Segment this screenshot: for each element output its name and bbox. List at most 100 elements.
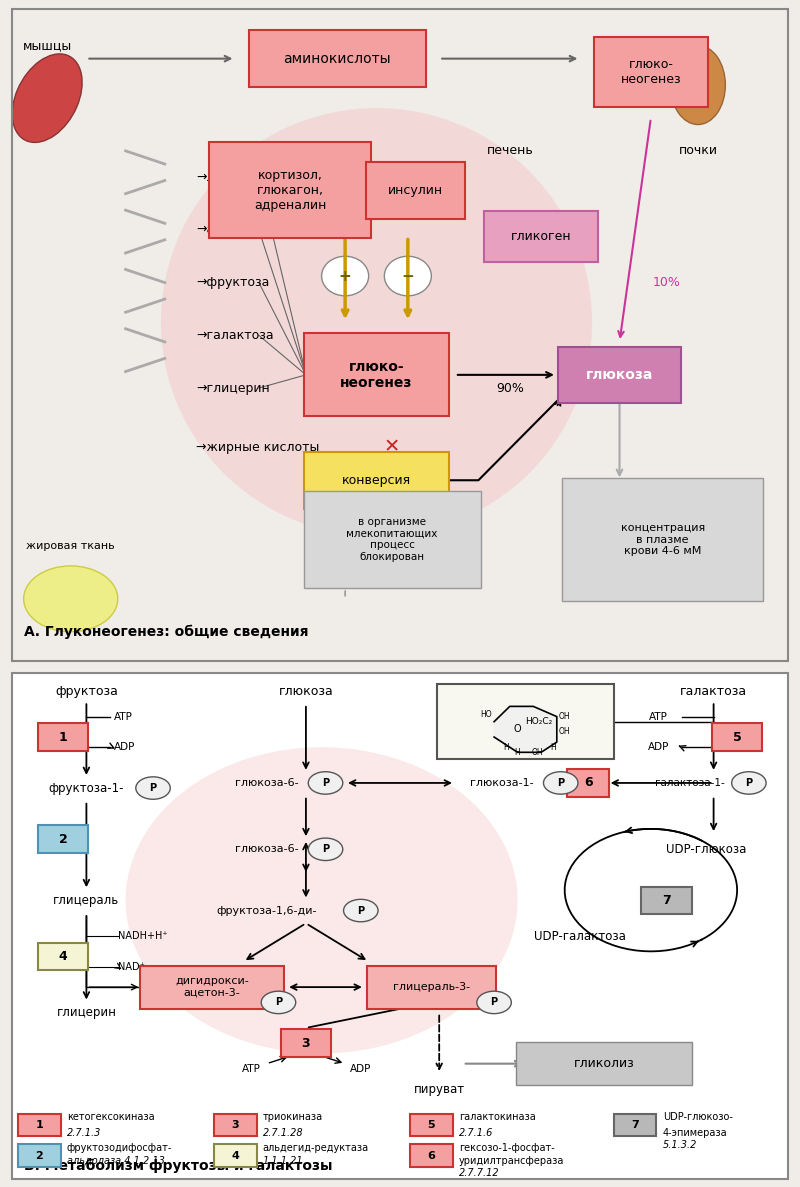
Text: P: P [557, 777, 564, 788]
FancyBboxPatch shape [484, 211, 598, 261]
Text: глюкоза: глюкоза [278, 685, 334, 698]
Text: 4: 4 [58, 950, 67, 963]
Text: фруктоза-1,6-ди-: фруктоза-1,6-ди- [217, 906, 317, 915]
Text: галактоза-1-: галактоза-1- [655, 777, 725, 788]
FancyBboxPatch shape [38, 723, 88, 751]
Text: 7: 7 [662, 894, 671, 907]
Text: гликолиз: гликолиз [574, 1058, 634, 1071]
Text: −: − [402, 268, 414, 284]
Ellipse shape [161, 108, 592, 537]
Text: гликолиз: гликолиз [574, 1058, 634, 1071]
FancyBboxPatch shape [249, 31, 426, 87]
FancyBboxPatch shape [210, 142, 371, 239]
FancyBboxPatch shape [562, 478, 763, 601]
Text: дигидрокси-
ацетон-3-: дигидрокси- ацетон-3- [175, 977, 249, 998]
Text: P: P [746, 777, 753, 788]
FancyBboxPatch shape [12, 673, 788, 1179]
Text: NADH+H⁺: NADH+H⁺ [118, 931, 167, 941]
Text: →лактат: →лактат [196, 171, 253, 184]
Text: конверсия: конверсия [342, 474, 411, 487]
FancyBboxPatch shape [366, 163, 465, 218]
Text: HO: HO [481, 710, 492, 718]
Text: ADP: ADP [114, 742, 135, 753]
FancyBboxPatch shape [18, 1113, 61, 1136]
Circle shape [308, 838, 342, 861]
Text: кетогексокиназа: кетогексокиназа [67, 1112, 154, 1122]
Text: ATP: ATP [242, 1064, 261, 1074]
Ellipse shape [24, 566, 118, 631]
Text: мышцы: мышцы [22, 39, 72, 52]
Text: глицерин: глицерин [57, 1007, 116, 1020]
Text: кортизол,
глюкагон,
адреналин: кортизол, глюкагон, адреналин [254, 169, 326, 212]
Text: 3: 3 [231, 1119, 239, 1130]
FancyBboxPatch shape [558, 347, 681, 404]
Text: 2.7.1.28: 2.7.1.28 [262, 1128, 303, 1137]
Text: почки: почки [678, 145, 718, 158]
FancyBboxPatch shape [614, 1113, 656, 1136]
Text: жировая ткань: жировая ткань [26, 541, 115, 551]
Text: ATP: ATP [114, 711, 133, 722]
Text: 2: 2 [58, 832, 67, 845]
Text: 90%: 90% [496, 381, 524, 394]
Polygon shape [494, 706, 557, 753]
Text: печень: печень [486, 145, 533, 158]
Text: 6: 6 [427, 1150, 435, 1161]
Circle shape [262, 991, 296, 1014]
Text: H: H [503, 743, 509, 751]
Text: 1: 1 [58, 730, 67, 743]
Circle shape [732, 772, 766, 794]
Text: O: O [514, 724, 522, 735]
FancyBboxPatch shape [410, 1144, 453, 1167]
Text: ADP: ADP [350, 1064, 371, 1074]
Text: глюко-
неогенез: глюко- неогенез [340, 360, 413, 391]
Text: 1.1.1.21: 1.1.1.21 [262, 1156, 303, 1166]
Text: UDP-галактоза: UDP-галактоза [534, 929, 626, 942]
FancyBboxPatch shape [303, 334, 450, 417]
Text: пируват: пируват [414, 1083, 465, 1096]
Text: 1: 1 [35, 1119, 43, 1130]
Text: +: + [338, 268, 351, 284]
FancyBboxPatch shape [18, 1144, 61, 1167]
FancyBboxPatch shape [38, 942, 88, 970]
Text: уридилтрансфераза: уридилтрансфераза [459, 1156, 564, 1166]
Text: 5: 5 [427, 1119, 435, 1130]
Text: альдегид-редуктаза: альдегид-редуктаза [262, 1143, 369, 1153]
FancyBboxPatch shape [303, 452, 450, 508]
FancyBboxPatch shape [367, 966, 496, 1009]
Text: фруктоза-1-: фруктоза-1- [49, 781, 124, 794]
Text: глицераль: глицераль [54, 894, 119, 907]
Text: 2.7.1.3: 2.7.1.3 [67, 1128, 101, 1137]
Text: P: P [150, 783, 157, 793]
Text: NAD⁺: NAD⁺ [118, 961, 145, 972]
Text: 5.1.3.2: 5.1.3.2 [662, 1141, 697, 1150]
Text: P: P [358, 906, 364, 915]
Circle shape [543, 772, 578, 794]
FancyBboxPatch shape [140, 966, 284, 1009]
FancyBboxPatch shape [214, 1113, 257, 1136]
Text: глюкоза: глюкоза [586, 368, 654, 382]
Text: 3: 3 [302, 1036, 310, 1049]
Text: 5: 5 [733, 730, 742, 743]
Text: UDP-глюкозо-: UDP-глюкозо- [662, 1112, 733, 1122]
Text: концентрация
в плазме
крови 4-6 мМ: концентрация в плазме крови 4-6 мМ [621, 523, 705, 557]
Text: →фруктоза: →фруктоза [196, 277, 270, 290]
FancyBboxPatch shape [214, 1144, 257, 1167]
Text: H: H [550, 743, 556, 751]
Text: фруктоза: фруктоза [55, 685, 118, 698]
FancyBboxPatch shape [303, 491, 481, 588]
Text: ✕: ✕ [384, 438, 400, 457]
Text: P: P [322, 777, 329, 788]
FancyBboxPatch shape [38, 825, 88, 853]
FancyBboxPatch shape [410, 1113, 453, 1136]
Text: инсулин: инсулин [388, 184, 443, 197]
Text: галактокиназа: галактокиназа [459, 1112, 535, 1122]
Text: фруктозодифосфат-: фруктозодифосфат- [67, 1143, 172, 1153]
Circle shape [322, 256, 369, 296]
Text: галактоза: галактоза [680, 685, 747, 698]
Text: P: P [322, 844, 329, 855]
FancyBboxPatch shape [437, 685, 614, 758]
Text: аминокислоты: аминокислоты [283, 52, 391, 65]
Text: →жирные кислоты: →жирные кислоты [196, 440, 319, 453]
Text: OH: OH [559, 728, 570, 736]
Text: ATP: ATP [650, 711, 668, 722]
